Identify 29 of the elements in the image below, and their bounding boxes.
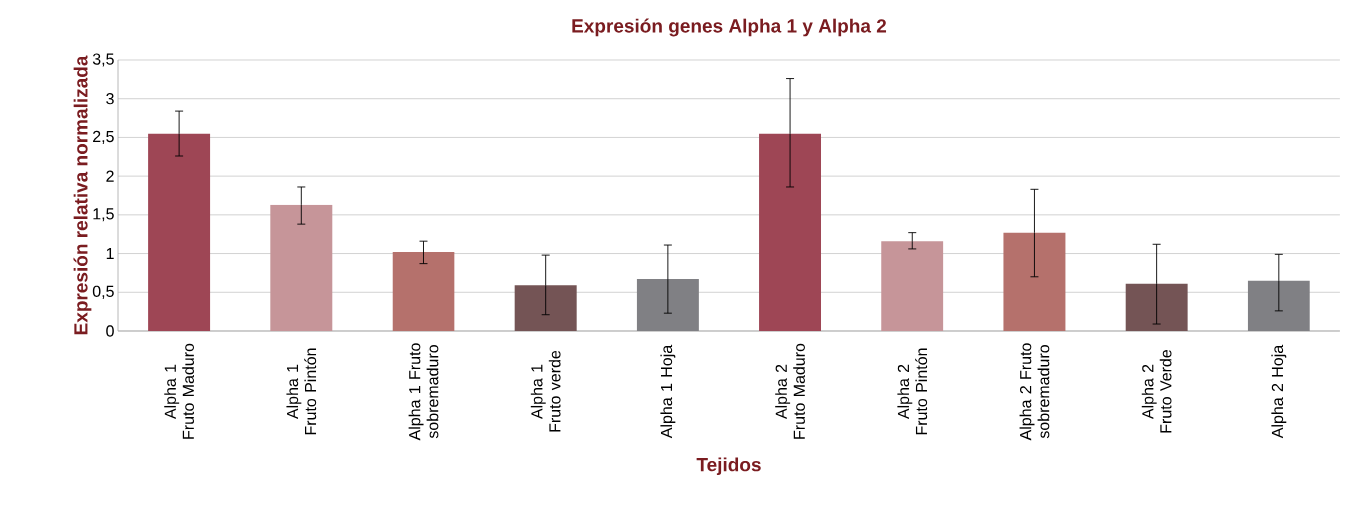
y-tick-label: 0 bbox=[106, 325, 114, 337]
x-tick-label: Alpha 2 Fruto Verde bbox=[1141, 349, 1172, 433]
bar bbox=[270, 204, 333, 331]
x-tick-label: Alpha 1 Fruto verde bbox=[530, 350, 561, 432]
bar bbox=[148, 133, 211, 331]
y-tick-label: 2,5 bbox=[93, 130, 114, 145]
y-tick-label: 0,5 bbox=[92, 285, 114, 299]
y-tick-label: 3 bbox=[106, 93, 114, 105]
y-tick-label: 3,5 bbox=[92, 53, 114, 67]
bar bbox=[514, 285, 577, 331]
x-tick-label: Alpha 1 Fruto sobremaduro bbox=[408, 343, 439, 441]
y-tick-label: 2 bbox=[106, 170, 114, 182]
x-tick-label: Alpha 1 Fruto Maduro bbox=[164, 343, 194, 439]
x-tick-label: Alpha 1 Fruto Pintón bbox=[286, 348, 317, 435]
chart-title: Expresión genes Alpha 1 y Alpha 2 bbox=[572, 18, 887, 37]
bar bbox=[1247, 280, 1310, 331]
x-tick-label: Alpha 2 Fruto Maduro bbox=[775, 343, 805, 439]
bar bbox=[392, 252, 455, 331]
y-tick-label: 1 bbox=[106, 248, 114, 260]
y-tick-label: 1,5 bbox=[93, 208, 114, 222]
y-axis-title: Expresión relativa normalizada bbox=[73, 55, 92, 335]
x-tick-label: Alpha 2 Hoja bbox=[1271, 344, 1287, 439]
x-axis-title: Tejidos bbox=[696, 457, 761, 476]
bar bbox=[759, 133, 822, 331]
x-tick-label: Alpha 2 Fruto sobremaduro bbox=[1019, 343, 1050, 441]
bar bbox=[881, 241, 944, 331]
x-tick-label: Alpha 2 Fruto Pintón bbox=[897, 348, 928, 435]
bar bbox=[1003, 232, 1066, 331]
x-tick-label: Alpha 1 Hoja bbox=[660, 344, 676, 439]
